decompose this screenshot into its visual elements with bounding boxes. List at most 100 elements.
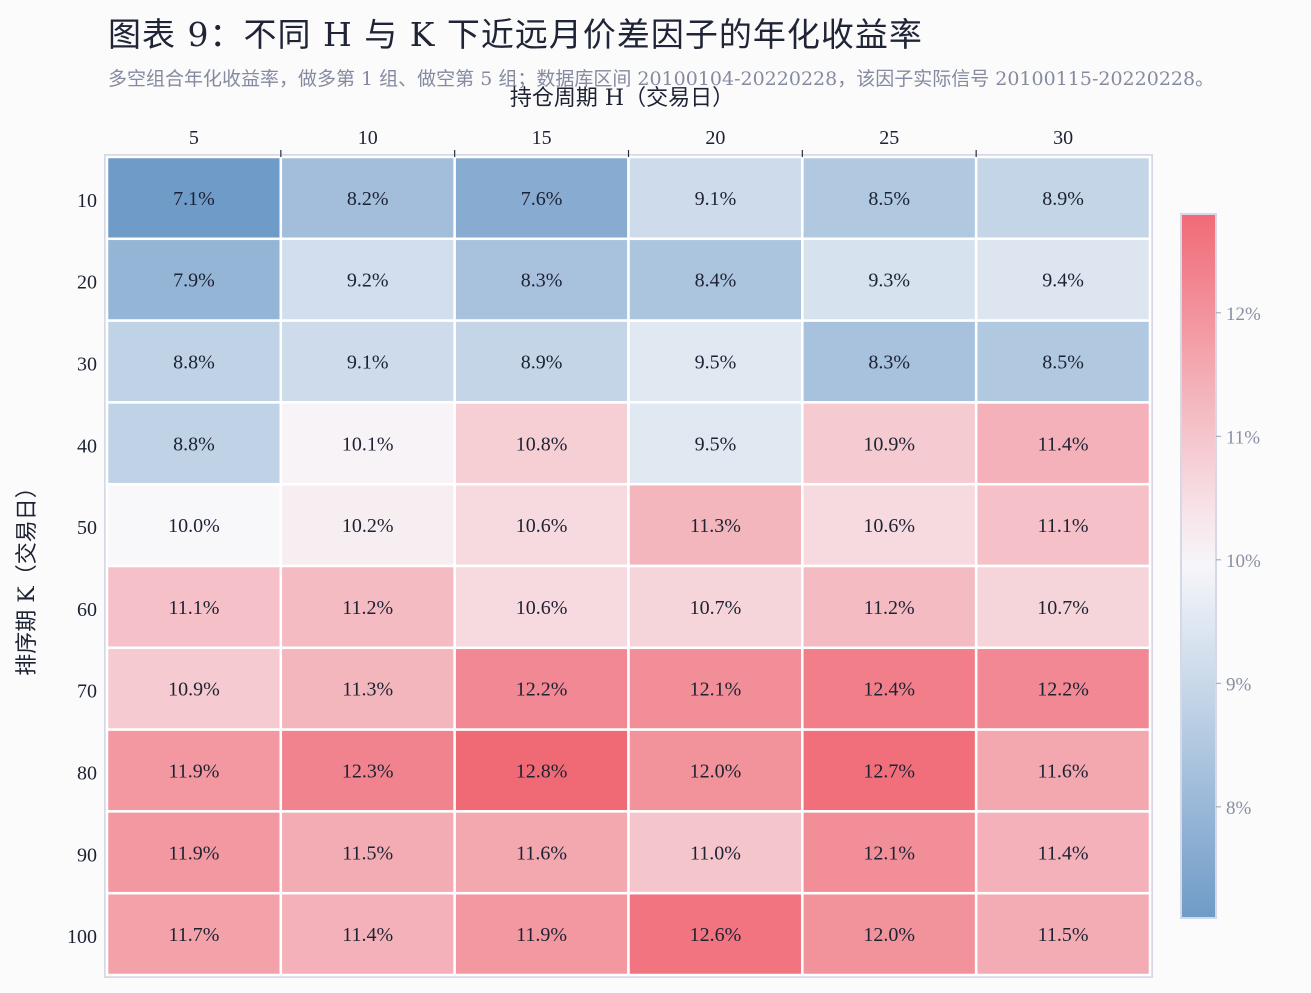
heatmap-cell-label: 7.9% — [173, 270, 215, 292]
y-tick-label: 40 — [77, 435, 97, 457]
heatmap-cell-label: 11.6% — [516, 842, 567, 864]
heatmap-cell: 10.6% — [453, 564, 630, 650]
heatmap-cell-rect — [974, 401, 1152, 486]
heatmap-cell-label: 11.4% — [1038, 433, 1089, 455]
heatmap-cell-label: 10.8% — [516, 433, 568, 455]
x-tick-label: 5 — [189, 127, 199, 149]
heatmap-cell: 10.1% — [279, 401, 456, 486]
heatmap-cell-label: 12.0% — [690, 761, 742, 783]
heatmap-cell-label: 8.8% — [173, 433, 215, 455]
heatmap-cell-rect — [801, 155, 978, 241]
heatmap-cell-rect — [974, 482, 1152, 568]
heatmap-cell-label: 9.5% — [695, 352, 737, 374]
heatmap-cell-label: 12.0% — [863, 924, 915, 946]
heatmap-cell: 10.9% — [105, 646, 283, 731]
heatmap-cell: 11.9% — [105, 810, 283, 895]
heatmap-cell: 12.4% — [801, 646, 978, 731]
y-tick-label: 10 — [77, 190, 97, 212]
heatmap-cell: 9.5% — [627, 401, 804, 486]
heatmap-cell-label: 9.1% — [347, 352, 389, 374]
heatmap-cell: 11.2% — [801, 564, 978, 650]
heatmap-cell: 11.0% — [627, 810, 804, 895]
heatmap-cell-rect — [801, 810, 978, 895]
heatmap-cell-rect — [627, 482, 804, 568]
y-tick-label: 30 — [77, 354, 97, 376]
heatmap-cell-label: 11.5% — [342, 842, 393, 864]
heatmap-cell: 11.4% — [974, 401, 1152, 486]
heatmap-cell-label: 11.0% — [690, 842, 741, 864]
heatmap-cell-rect — [627, 155, 804, 241]
x-axis-label: 持仓周期 H（交易日） — [510, 86, 734, 111]
heatmap-cell: 11.4% — [974, 810, 1152, 895]
heatmap-cell-label: 12.1% — [863, 842, 915, 864]
heatmap-cell-rect — [974, 155, 1152, 241]
heatmap-cell-rect — [801, 237, 978, 322]
heatmap-cell-rect — [105, 891, 283, 977]
heatmap-cell-rect — [453, 891, 630, 977]
heatmap-cell-label: 8.4% — [695, 270, 737, 292]
heatmap-cell-label: 11.2% — [342, 597, 393, 619]
heatmap-cell: 11.5% — [974, 891, 1152, 977]
heatmap-cell: 8.9% — [453, 319, 630, 404]
y-tick-label: 80 — [77, 763, 97, 785]
x-tick-label: 20 — [705, 127, 725, 149]
heatmap-cell: 8.8% — [105, 401, 283, 486]
heatmap-cell-rect — [801, 564, 978, 650]
heatmap-cell-label: 9.5% — [695, 433, 737, 455]
heatmap-cell: 9.3% — [801, 237, 978, 322]
heatmap-cell: 11.9% — [453, 891, 630, 977]
heatmap-cell-rect — [453, 401, 630, 486]
heatmap-cell-label: 8.8% — [173, 352, 215, 374]
heatmap-cell: 12.1% — [801, 810, 978, 895]
heatmap-cell-rect — [453, 482, 630, 568]
x-tick-label: 15 — [532, 127, 552, 149]
y-tick-label: 90 — [77, 844, 97, 866]
heatmap-cell-label: 11.9% — [516, 924, 567, 946]
heatmap-cell: 12.6% — [627, 891, 804, 977]
chart-subtitle: 多空组合年化收益率，做多第 1 组、做空第 5 组；数据库区间 20100104… — [108, 68, 1215, 90]
heatmap-cell-rect — [105, 237, 283, 322]
heatmap-cell-label: 10.9% — [168, 679, 220, 701]
heatmap-cell-label: 10.9% — [863, 433, 915, 455]
heatmap-cell-rect — [453, 810, 630, 895]
heatmap-grid: 7.1% 8.2% 7.6% 9.1% 8.5% 8.9% 7.9% 9.2% 8.3% 8.4%… — [104, 154, 1153, 978]
heatmap-cell-label: 8.9% — [1042, 188, 1084, 210]
heatmap-cell-rect — [974, 564, 1152, 650]
heatmap-cell: 11.3% — [627, 482, 804, 568]
colorbar-tick-label: 9% — [1226, 674, 1252, 695]
heatmap-cell-rect — [105, 319, 283, 404]
heatmap-cell: 9.5% — [627, 319, 804, 404]
y-axis-ticks: 10 20 30 40 50 60 70 80 90 100 — [67, 190, 97, 948]
y-tick-label: 50 — [77, 517, 97, 539]
heatmap-cell-label: 7.6% — [521, 188, 563, 210]
x-tick-label: 10 — [358, 127, 378, 149]
heatmap-cell-rect — [105, 564, 283, 650]
heatmap-cell: 11.2% — [279, 564, 456, 650]
heatmap-cell: 12.1% — [627, 646, 804, 731]
heatmap-cell-label: 8.5% — [1042, 352, 1084, 374]
heatmap-cell-label: 10.6% — [516, 515, 568, 537]
heatmap-cell: 11.9% — [105, 728, 283, 813]
heatmap-cell: 10.6% — [801, 482, 978, 568]
heatmap-cell-rect — [105, 728, 283, 813]
heatmap-cell: 11.6% — [453, 810, 630, 895]
heatmap-cell-label: 10.7% — [690, 597, 742, 619]
heatmap-cell: 11.5% — [279, 810, 456, 895]
heatmap-cell: 8.9% — [974, 155, 1152, 241]
heatmap-cell: 10.9% — [801, 401, 978, 486]
heatmap-cell-label: 12.1% — [690, 679, 742, 701]
heatmap-cell-rect — [279, 810, 456, 895]
heatmap-cell-label: 12.4% — [863, 679, 915, 701]
heatmap-cell-label: 11.7% — [168, 924, 219, 946]
heatmap-cell-label: 11.2% — [864, 597, 915, 619]
heatmap-cell-label: 10.1% — [342, 433, 394, 455]
heatmap-cell-label: 8.3% — [521, 270, 563, 292]
y-axis-label: 排序期 K（交易日） — [15, 476, 40, 675]
heatmap-cell: 8.8% — [105, 319, 283, 404]
heatmap-cell-label: 11.1% — [1038, 515, 1089, 537]
heatmap-cell-rect — [453, 564, 630, 650]
heatmap-cell-rect — [974, 810, 1152, 895]
heatmap-cell: 12.2% — [453, 646, 630, 731]
heatmap-cell: 11.7% — [105, 891, 283, 977]
